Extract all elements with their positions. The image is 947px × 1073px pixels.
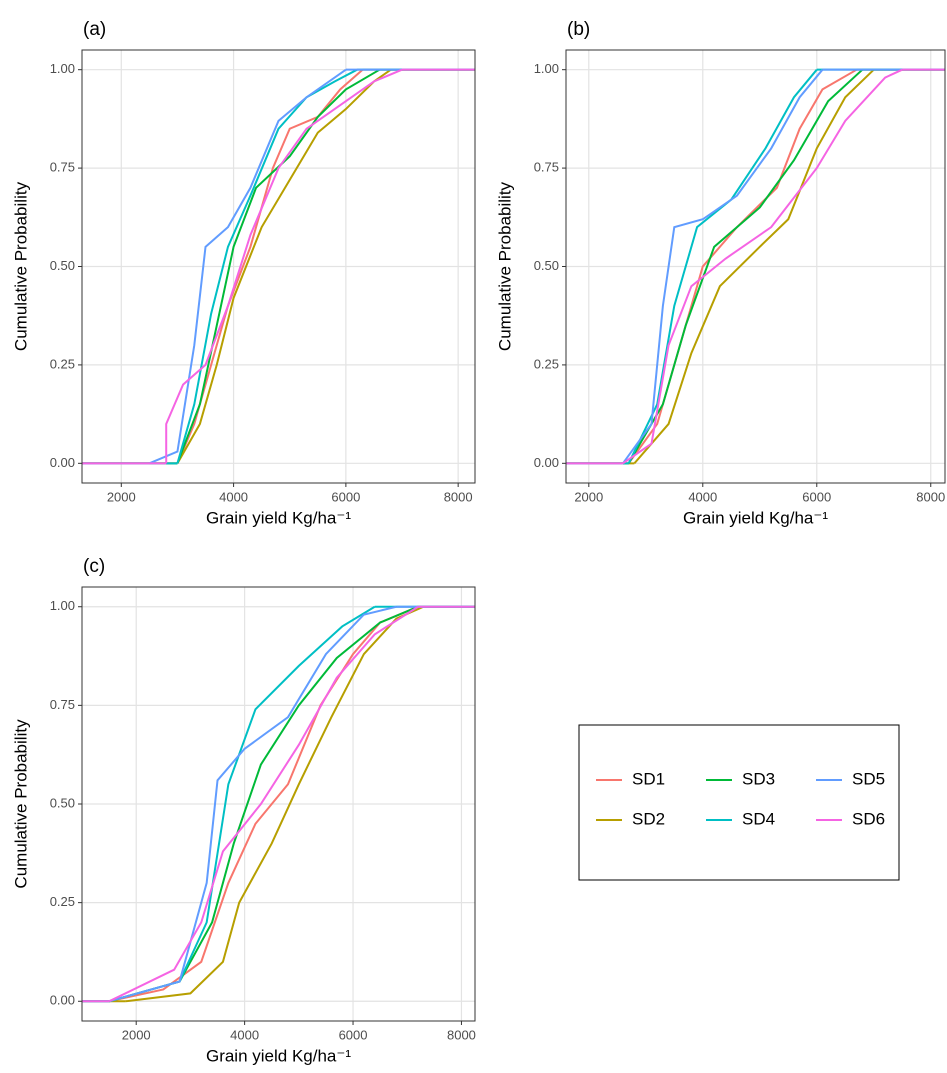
y-tick-label: 0.50: [50, 795, 75, 810]
y-tick-label: 0.50: [534, 258, 559, 273]
y-tick-label: 0.50: [50, 258, 75, 273]
legend-label: SD4: [742, 809, 775, 828]
x-tick-label: 2000: [107, 489, 136, 504]
x-axis-title: Grain yield Kg/ha⁻¹: [683, 508, 828, 527]
x-tick-label: 2000: [122, 1027, 151, 1042]
legend-label: SD3: [742, 769, 775, 788]
x-tick-label: 8000: [916, 489, 945, 504]
x-tick-label: 6000: [339, 1027, 368, 1042]
panel-title: (b): [567, 19, 590, 40]
legend-label: SD5: [852, 769, 885, 788]
y-tick-label: 0.75: [534, 160, 559, 175]
x-tick-label: 8000: [447, 1027, 476, 1042]
panel: 0.00 0.25 0.50 0.75 1.00 2000 4000 6000 8000: [50, 50, 475, 504]
legend-label: SD1: [632, 769, 665, 788]
ecdf-line: [627, 68, 864, 464]
x-axis-title: Grain yield Kg/ha⁻¹: [206, 508, 351, 527]
y-tick-label: 0.25: [50, 356, 75, 371]
y-tick-label: 1.00: [534, 61, 559, 76]
plot-border: [81, 49, 476, 484]
legend-label: SD2: [632, 809, 665, 828]
legend-label: SD6: [852, 809, 885, 828]
y-tick-label: 0.00: [50, 993, 75, 1008]
panel: 0.00 0.25 0.50 0.75 1.00 2000 4000 6000 8000: [50, 587, 476, 1042]
ecdf-line: [176, 68, 358, 464]
y-tick-label: 0.75: [50, 160, 75, 175]
plot-border: [81, 586, 476, 1022]
x-axis-title: Grain yield Kg/ha⁻¹: [206, 1046, 351, 1065]
ecdf-line: [108, 605, 397, 1003]
ecdf-line: [108, 605, 419, 1003]
panel-title: (c): [83, 556, 105, 577]
ecdf-line: [176, 68, 381, 464]
plot-border: [565, 49, 946, 484]
ecdf-line: [165, 68, 403, 464]
ecdf-line: [633, 68, 875, 464]
x-tick-label: 2000: [574, 489, 603, 504]
ecdf-line: [622, 68, 903, 465]
panel-title: (a): [83, 19, 106, 40]
y-tick-label: 1.00: [50, 598, 75, 613]
x-tick-label: 4000: [230, 1027, 259, 1042]
x-tick-label: 4000: [219, 489, 248, 504]
y-tick-label: 0.00: [50, 455, 75, 470]
panel: 0.00 0.25 0.50 0.75 1.00 2000 4000 6000 8000: [534, 50, 945, 504]
y-axis-title: Cumulative Probability: [11, 719, 30, 889]
x-tick-label: 4000: [688, 489, 717, 504]
y-tick-label: 0.25: [534, 356, 559, 371]
y-tick-label: 0.00: [534, 455, 559, 470]
legend-box: [578, 724, 900, 881]
x-tick-label: 6000: [331, 489, 360, 504]
ecdf-line: [108, 605, 376, 1003]
y-axis-title: Cumulative Probability: [495, 181, 514, 351]
x-tick-label: 8000: [444, 489, 473, 504]
ecdf-line: [108, 605, 419, 1003]
x-tick-label: 6000: [802, 489, 831, 504]
y-tick-label: 1.00: [50, 61, 75, 76]
y-axis-title: Cumulative Probability: [11, 181, 30, 351]
ecdf-line: [125, 605, 424, 1003]
y-tick-label: 0.25: [50, 894, 75, 909]
ecdf-line: [148, 68, 347, 465]
y-tick-label: 0.75: [50, 697, 75, 712]
ecdf-line: [622, 69, 824, 464]
ecdf-line: [627, 69, 818, 464]
ecdf-line: [176, 68, 392, 464]
